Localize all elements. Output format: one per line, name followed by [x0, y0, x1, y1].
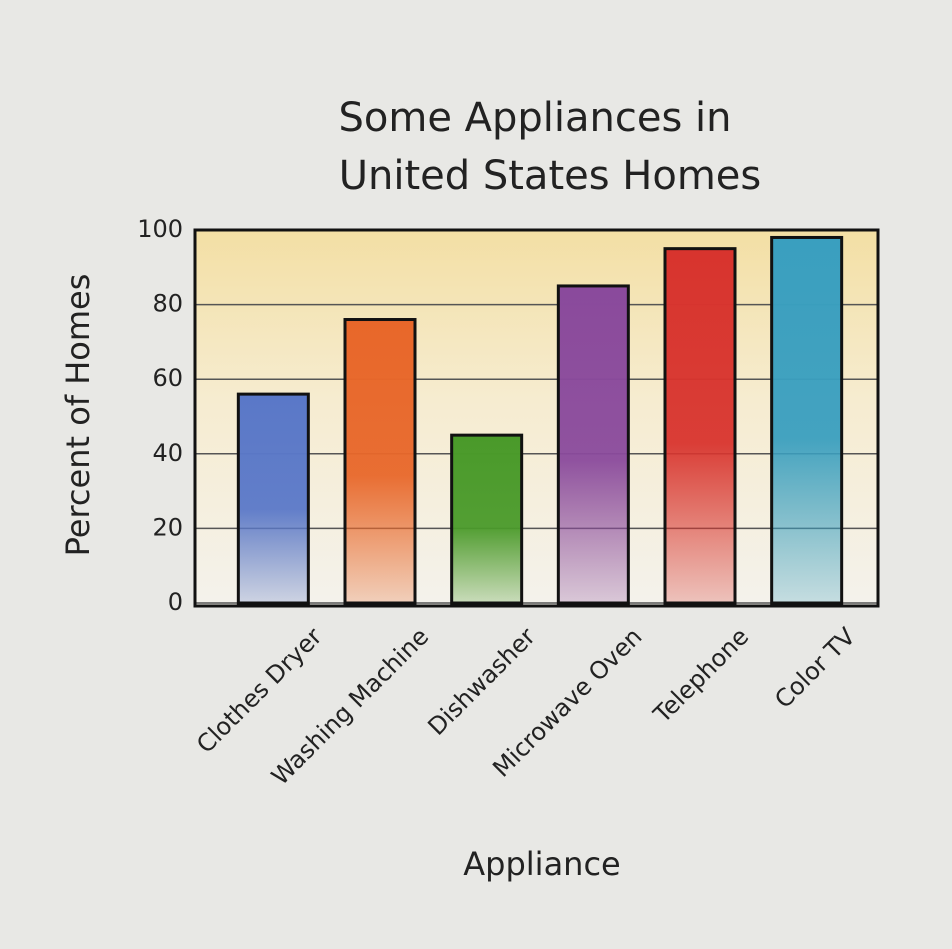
x-axis-label: Appliance: [463, 845, 620, 883]
plot-frame: [193, 228, 880, 608]
y-tick-label: 60: [152, 364, 183, 392]
y-tick-label: 80: [152, 290, 183, 318]
y-tick-label: 100: [137, 215, 183, 243]
bar: [770, 235, 844, 605]
x-tick-label: Dishwasher: [422, 622, 541, 741]
y-tick-label: 40: [152, 439, 183, 467]
chart-title: United States Homes: [339, 153, 762, 199]
bar: [236, 392, 310, 605]
bar: [343, 318, 417, 605]
x-tick-label: Telephone: [647, 622, 754, 729]
y-tick-label: 20: [152, 513, 183, 541]
x-tick-label: Color TV: [769, 622, 861, 714]
y-axis-label: Percent of Homes: [59, 274, 97, 557]
y-tick-label: 0: [168, 588, 183, 616]
bar: [450, 433, 524, 605]
chart-title: Some Appliances in: [338, 95, 731, 141]
bar: [556, 284, 630, 605]
bar: [663, 247, 737, 605]
